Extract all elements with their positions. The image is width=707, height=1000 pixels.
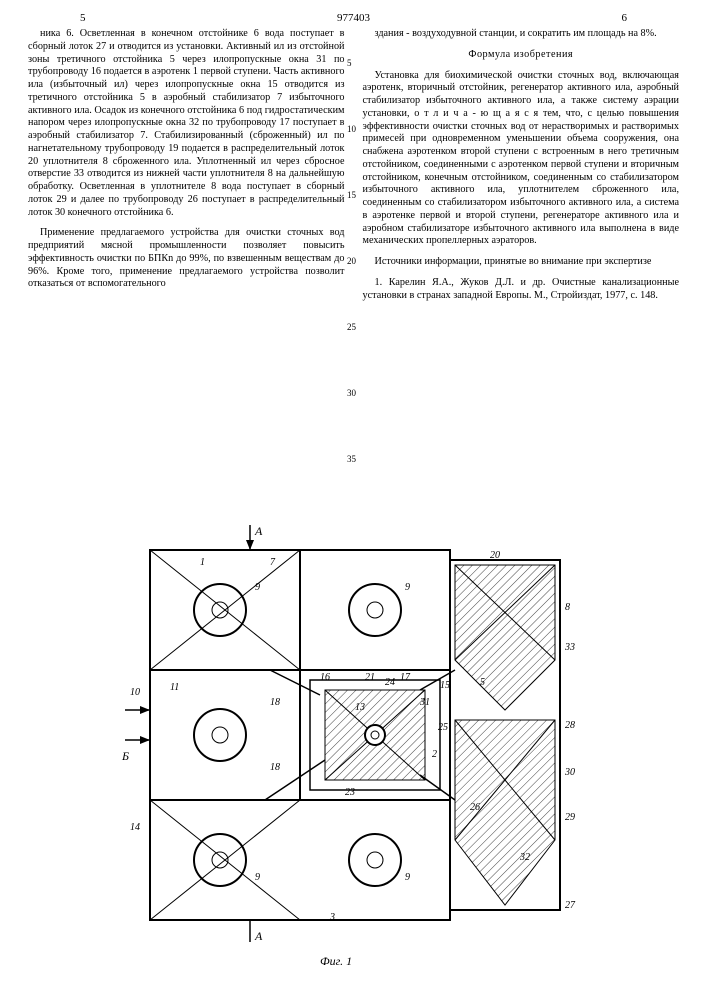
- svg-text:11: 11: [170, 682, 179, 693]
- line-numbers: 5 10 15 20 25 30 35: [347, 58, 356, 464]
- left-para-1: ника 6. Осветленная в конечном отстойник…: [28, 28, 345, 219]
- page-num-left: 5: [80, 12, 140, 24]
- line-num: 35: [347, 454, 356, 464]
- svg-text:27: 27: [565, 900, 576, 911]
- line-num: 15: [347, 190, 356, 200]
- right-para-1: здания - воздуходувной станции, и сократ…: [363, 28, 680, 41]
- page-header: 5 977403 6: [0, 0, 707, 28]
- line-num: 25: [347, 322, 356, 332]
- patent-number: 977403: [304, 12, 404, 24]
- svg-text:16: 16: [320, 672, 330, 683]
- left-column: ника 6. Осветленная в конечном отстойник…: [28, 28, 345, 310]
- svg-text:9: 9: [405, 872, 410, 883]
- svg-text:7: 7: [270, 557, 276, 568]
- line-num: 20: [347, 256, 356, 266]
- page-num-right: 6: [567, 12, 627, 24]
- formula-title: Формула изобретения: [363, 49, 680, 62]
- right-para-2: Установка для биохимической очистки сточ…: [363, 70, 680, 249]
- figure-label: Фиг. 1: [320, 954, 600, 969]
- figure-1: A A Б 1 7 9 9 10 11 14 9 9 3 20 8 33 28: [120, 510, 600, 969]
- line-num: 30: [347, 388, 356, 398]
- right-para-3: 1. Карелин Я.А., Жуков Д.Л. и др. Очистн…: [363, 277, 680, 303]
- svg-text:24: 24: [385, 677, 395, 688]
- svg-text:17: 17: [400, 672, 411, 683]
- svg-text:15: 15: [440, 680, 450, 691]
- svg-text:9: 9: [255, 582, 260, 593]
- svg-text:25: 25: [438, 722, 448, 733]
- svg-text:9: 9: [405, 582, 410, 593]
- svg-text:21: 21: [365, 672, 375, 683]
- svg-text:5: 5: [480, 677, 485, 688]
- marker-A-top: A: [254, 524, 263, 538]
- svg-text:29: 29: [565, 812, 575, 823]
- svg-text:14: 14: [130, 822, 140, 833]
- svg-text:30: 30: [564, 767, 575, 778]
- left-para-2: Применение предлагаемого устройства для …: [28, 227, 345, 291]
- line-num: 5: [347, 58, 356, 68]
- svg-text:10: 10: [130, 687, 140, 698]
- svg-text:18: 18: [270, 697, 280, 708]
- right-column: здания - воздуходувной станции, и сократ…: [363, 28, 680, 310]
- svg-text:3: 3: [329, 912, 335, 923]
- svg-text:33: 33: [564, 642, 575, 653]
- svg-text:1: 1: [200, 557, 205, 568]
- sources-title: Источники информации, принятые во вниман…: [363, 256, 680, 269]
- svg-text:9: 9: [255, 872, 260, 883]
- svg-text:13: 13: [355, 702, 365, 713]
- diagram-svg: A A Б 1 7 9 9 10 11 14 9 9 3 20 8 33 28: [120, 510, 580, 950]
- marker-B: Б: [121, 749, 129, 763]
- svg-text:2: 2: [432, 749, 437, 760]
- svg-text:8: 8: [565, 602, 570, 613]
- svg-text:18: 18: [270, 762, 280, 773]
- svg-text:28: 28: [565, 720, 575, 731]
- line-num: 10: [347, 124, 356, 134]
- svg-text:23: 23: [345, 787, 355, 798]
- svg-text:26: 26: [470, 802, 480, 813]
- marker-A-bot: A: [254, 929, 263, 943]
- svg-text:32: 32: [519, 852, 530, 863]
- svg-text:20: 20: [490, 550, 500, 561]
- svg-text:31: 31: [419, 697, 430, 708]
